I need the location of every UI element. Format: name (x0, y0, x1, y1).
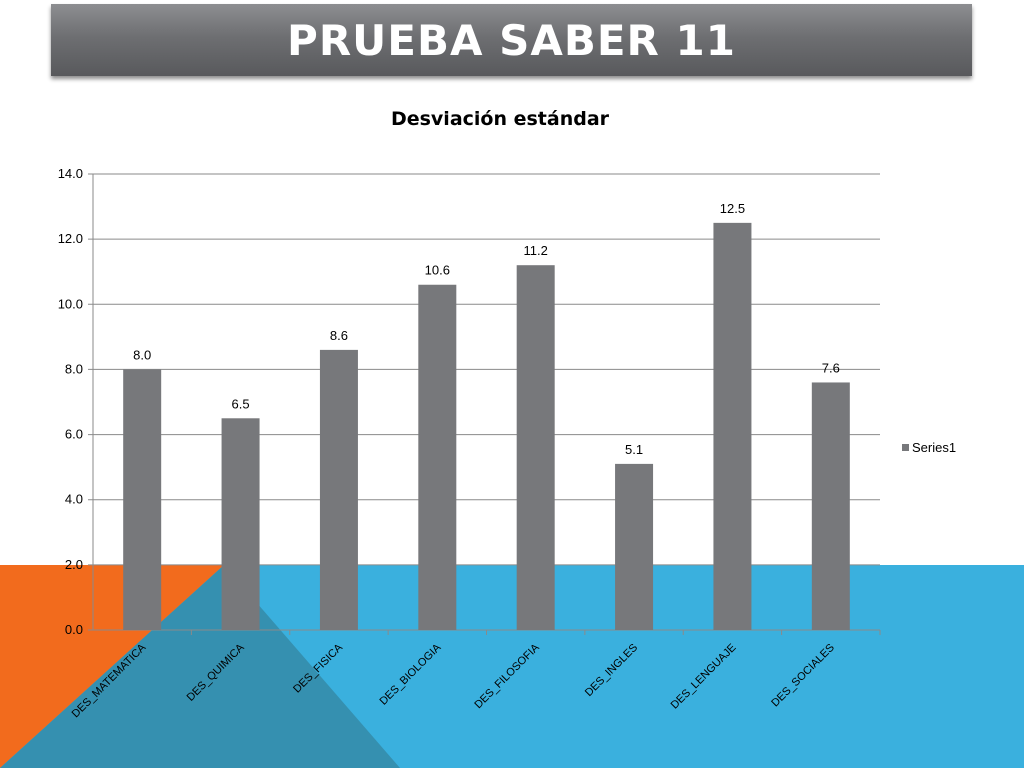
y-tick-label: 10.0 (58, 296, 83, 311)
bar (418, 284, 457, 630)
y-tick-label: 12.0 (58, 231, 83, 246)
data-label: 11.2 (524, 243, 548, 258)
x-tick-label: DES_SOCIALES (769, 642, 837, 710)
data-label: 8.0 (133, 347, 151, 362)
x-tick-label: DES_FISICA (291, 641, 345, 695)
data-label: 7.6 (822, 360, 840, 375)
y-tick-label: 6.0 (65, 427, 83, 442)
x-tick-label: DES_MATEMATICA (70, 641, 149, 720)
data-label: 10.6 (425, 263, 450, 278)
legend-label: Series1 (912, 440, 956, 455)
bar (221, 418, 260, 630)
data-label: 5.1 (625, 442, 643, 457)
data-label: 6.5 (232, 396, 250, 411)
y-tick-label: 0.0 (65, 622, 83, 637)
bar (713, 222, 752, 630)
x-tick-label: DES_BIOLOGIA (377, 641, 443, 707)
background-dark-triangle (0, 565, 400, 768)
data-label: 12.5 (720, 201, 745, 216)
y-tick-label: 8.0 (65, 361, 83, 376)
y-tick-label: 2.0 (65, 557, 83, 572)
y-tick-label: 14.0 (58, 166, 83, 181)
y-tick-label: 4.0 (65, 492, 83, 507)
bar (615, 463, 654, 630)
bar (811, 382, 850, 630)
x-tick-label: DES_INGLES (583, 642, 640, 699)
x-tick-label: DES_FILOSOFIA (472, 641, 542, 711)
bar (123, 369, 162, 630)
x-tick-label: DES_LENGUAJE (669, 642, 739, 712)
slide-title: PRUEBA SABER 11 (287, 15, 736, 65)
legend-swatch (902, 444, 909, 451)
data-label: 8.6 (330, 328, 348, 343)
x-tick-label: DES_QUIMICA (185, 641, 248, 704)
bar (319, 349, 358, 630)
chart-title: Desviación estándar (390, 108, 610, 130)
bar (516, 265, 555, 630)
slide-title-bar: PRUEBA SABER 11 (51, 4, 972, 76)
